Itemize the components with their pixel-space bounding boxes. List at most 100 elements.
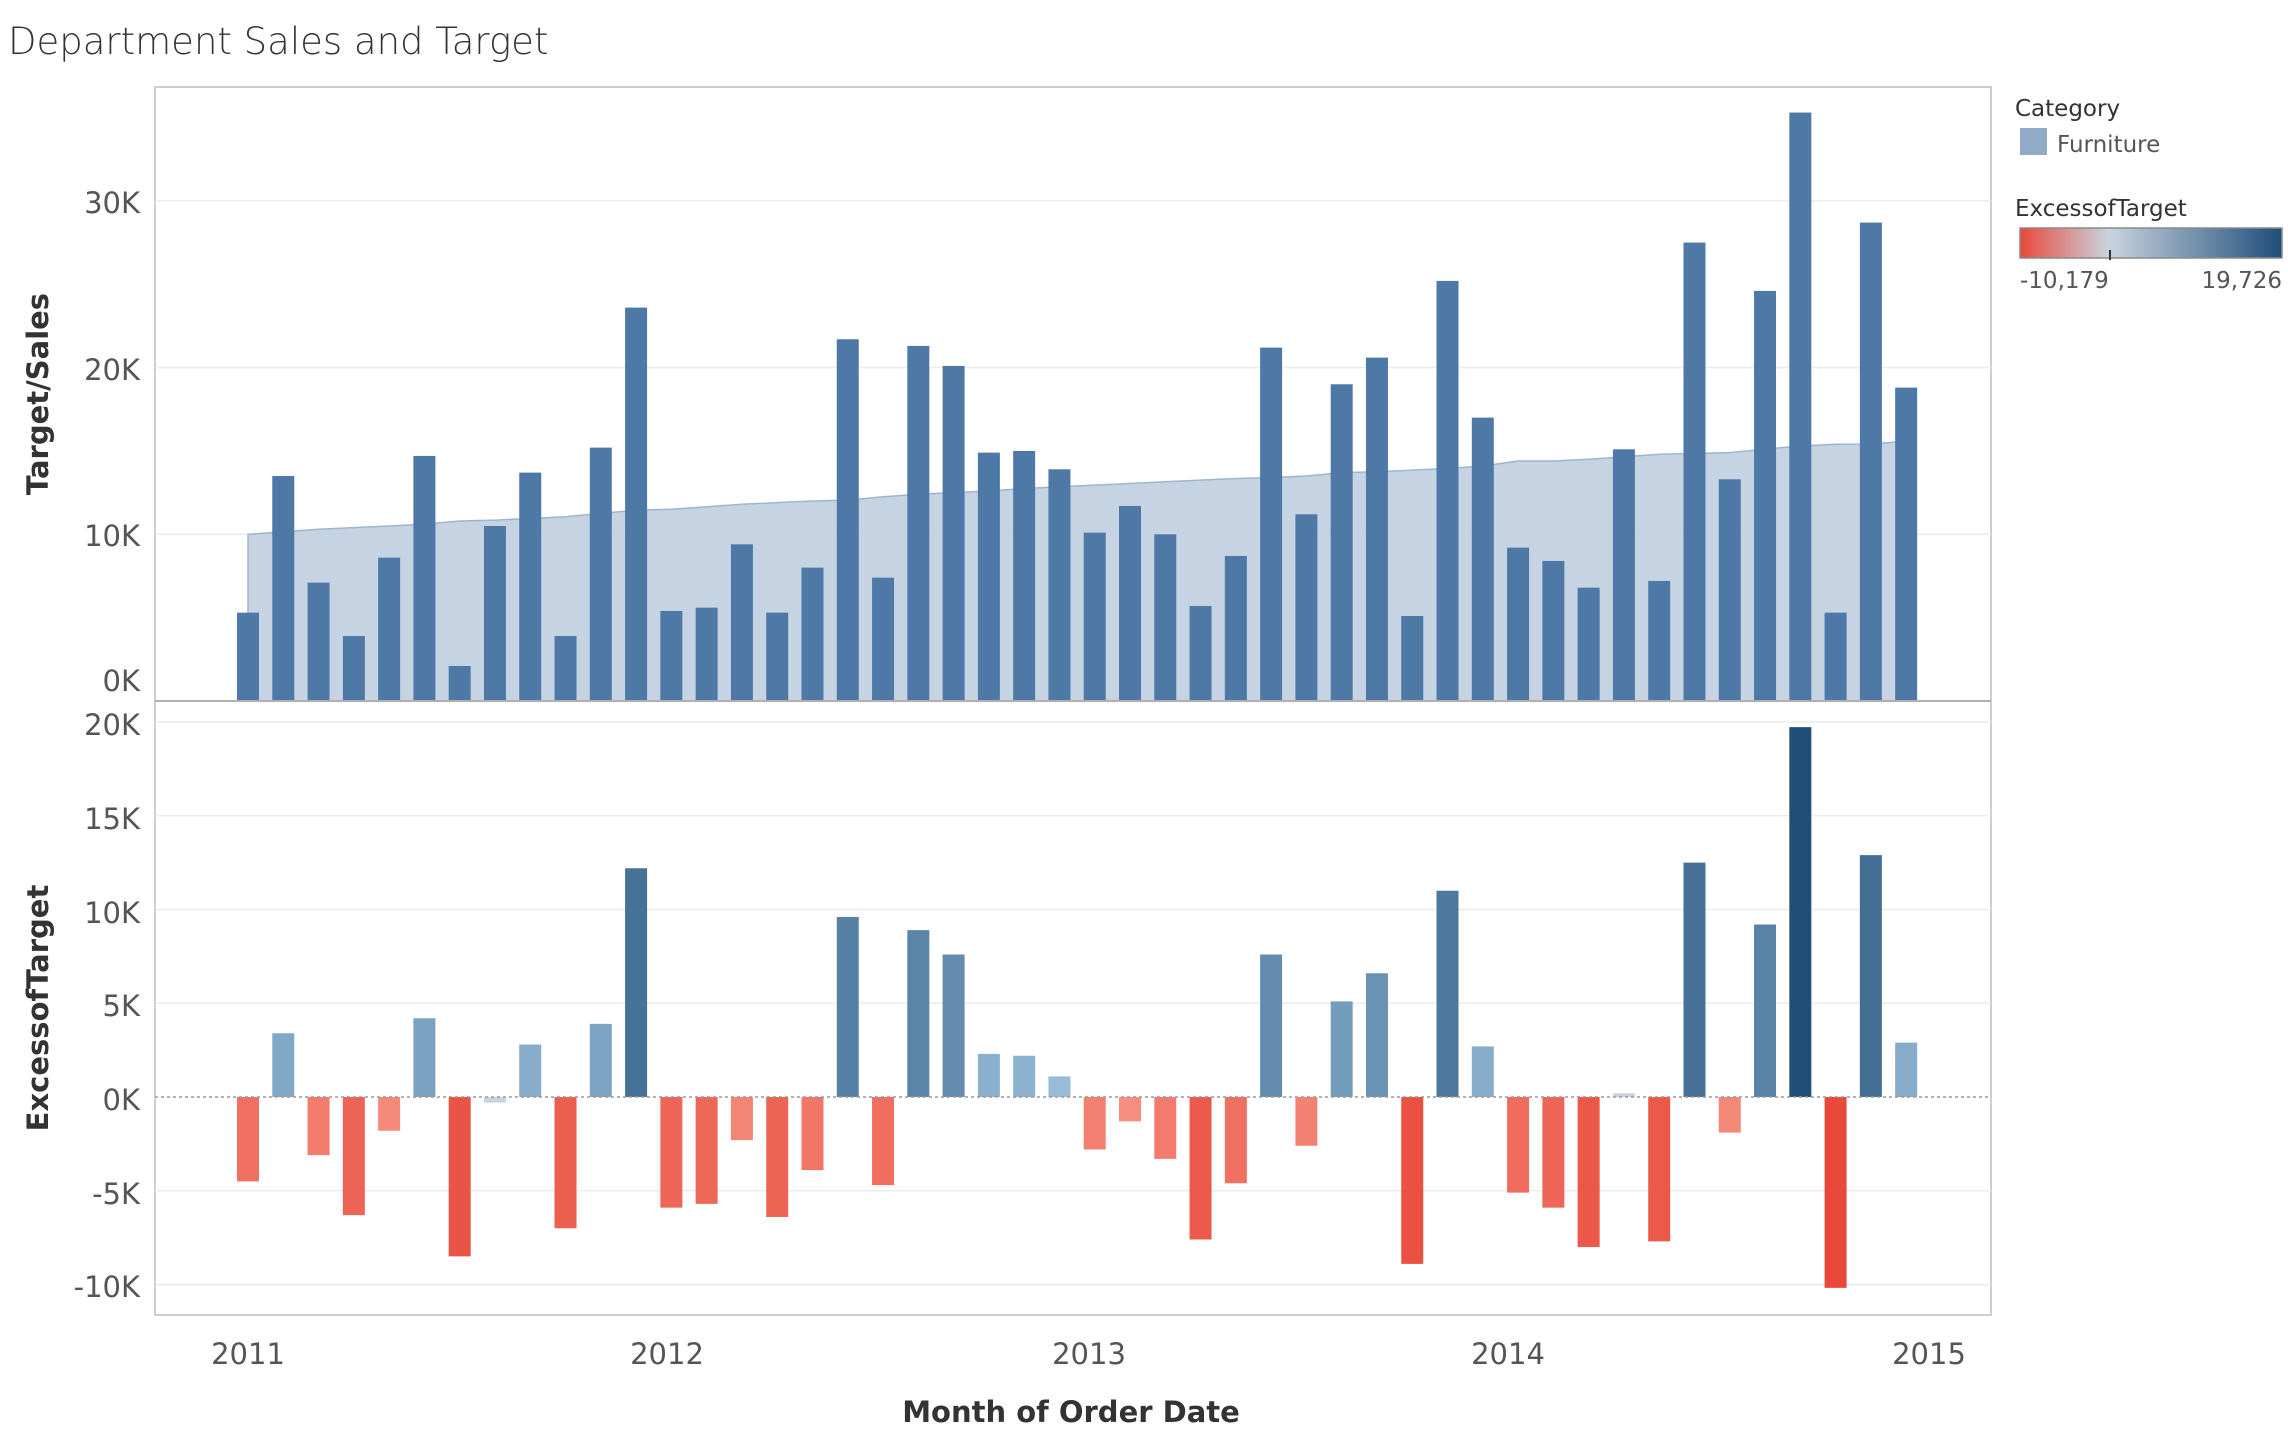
excess-bar: [1612, 1093, 1635, 1097]
excess-bar: [1189, 1097, 1212, 1240]
sales-bar: [1683, 242, 1706, 701]
excess-bar: [1048, 1076, 1071, 1097]
top-y-tick-labels: 0K 10K 20K 30K: [84, 186, 141, 698]
y-tick-label: 10K: [84, 519, 141, 553]
sales-bar: [907, 345, 930, 701]
excess-bar: [977, 1053, 1000, 1097]
excess-legend-min: -10,179: [2020, 268, 2109, 294]
sales-bar: [1789, 112, 1812, 701]
excess-bar: [730, 1097, 753, 1141]
sales-bar: [1436, 280, 1459, 701]
sales-bar: [872, 577, 895, 701]
sales-bars: [237, 112, 1918, 702]
y-tick-label: 20K: [84, 708, 141, 742]
excess-bar: [483, 1097, 506, 1103]
excess-bar: [801, 1097, 824, 1171]
excess-bar: [1401, 1097, 1424, 1264]
sales-bar: [977, 452, 1000, 701]
excess-bar: [836, 917, 859, 1097]
excess-bar: [1824, 1097, 1847, 1288]
y-tick-label: 10K: [84, 896, 141, 930]
sales-bar: [1083, 532, 1106, 701]
excess-legend-max: 19,726: [2202, 268, 2282, 294]
y-axis-title-bottom: ExcessofTarget: [21, 885, 55, 1132]
excess-bar: [766, 1097, 789, 1217]
excess-bar: [519, 1044, 542, 1097]
excess-bar: [660, 1097, 683, 1208]
x-tick-label: 2014: [1471, 1337, 1545, 1371]
excess-bar: [1754, 924, 1777, 1097]
sales-bar: [448, 665, 471, 701]
sales-bar: [1577, 587, 1600, 701]
excess-bar: [695, 1097, 718, 1204]
excess-bar: [1013, 1055, 1036, 1097]
sales-bar: [625, 307, 648, 701]
sales-bar: [1401, 615, 1424, 701]
sales-bar: [1612, 449, 1635, 701]
x-tick-label: 2013: [1052, 1337, 1126, 1371]
excess-bar: [378, 1097, 401, 1131]
sales-bar: [519, 472, 542, 701]
y-tick-label: 0K: [103, 664, 141, 698]
sales-bar: [1295, 514, 1318, 701]
sales-bar: [237, 612, 259, 701]
excess-bar: [1895, 1042, 1918, 1097]
sales-bar: [483, 525, 506, 701]
sales-bar: [1507, 547, 1530, 701]
category-legend-item: Furniture: [2057, 132, 2160, 158]
sales-bar: [1119, 505, 1141, 701]
x-tick-label: 2012: [630, 1337, 704, 1371]
excess-bar: [1507, 1097, 1530, 1193]
sales-bar: [1154, 534, 1177, 701]
sales-bar: [1542, 560, 1565, 701]
x-tick-label: 2015: [1892, 1337, 1966, 1371]
sales-bar: [1013, 450, 1036, 701]
sales-bar: [1648, 580, 1671, 701]
excess-bar: [413, 1018, 436, 1097]
excess-bar: [942, 954, 965, 1097]
excess-bar: [1260, 954, 1283, 1097]
sales-bar: [1224, 555, 1247, 701]
sales-bar: [1895, 387, 1918, 701]
sales-bar: [1754, 290, 1777, 701]
sales-bar: [307, 582, 330, 701]
excess-bar: [907, 930, 930, 1097]
excess-bar: [1436, 890, 1459, 1097]
sales-bar: [554, 635, 577, 701]
excess-bar: [237, 1097, 259, 1182]
y-tick-label: -10K: [74, 1270, 141, 1304]
excess-bar: [1365, 973, 1388, 1097]
category-legend: Category Furniture: [2015, 96, 2160, 158]
sales-bar: [413, 455, 436, 701]
sales-bar: [1718, 479, 1741, 701]
bottom-y-tick-labels: 20K 15K 10K 5K 0K -5K -10K: [74, 708, 141, 1304]
excess-bar: [1577, 1097, 1600, 1247]
excess-bar: [342, 1097, 365, 1216]
y-tick-label: -5K: [92, 1177, 141, 1211]
excess-bar: [1542, 1097, 1565, 1208]
excess-bar: [307, 1097, 330, 1156]
excess-bar: [625, 868, 648, 1097]
sales-bar: [1189, 605, 1212, 701]
sales-bar: [695, 607, 718, 701]
category-legend-title: Category: [2015, 96, 2120, 122]
excess-bar: [1154, 1097, 1177, 1159]
sales-bar: [589, 447, 612, 701]
excess-bars: [237, 727, 1918, 1288]
excess-bar: [1471, 1046, 1494, 1097]
excess-color-legend: ExcessofTarget -10,179 19,726: [2015, 196, 2283, 294]
sales-bar: [1330, 384, 1353, 701]
sales-bar: [730, 544, 753, 701]
excess-bar: [589, 1023, 612, 1097]
sales-bar: [1365, 357, 1388, 701]
sales-bar: [342, 635, 365, 701]
sales-bar: [378, 557, 401, 701]
excess-bar: [1718, 1097, 1741, 1133]
chart-title: Department Sales and Target: [8, 20, 548, 63]
excess-bar: [554, 1097, 577, 1229]
sales-bar: [272, 475, 295, 701]
excess-bar: [1224, 1097, 1247, 1184]
furniture-swatch: [2020, 128, 2047, 155]
excess-bar: [1683, 862, 1706, 1097]
y-axis-title-top: Target/Sales: [21, 293, 55, 495]
